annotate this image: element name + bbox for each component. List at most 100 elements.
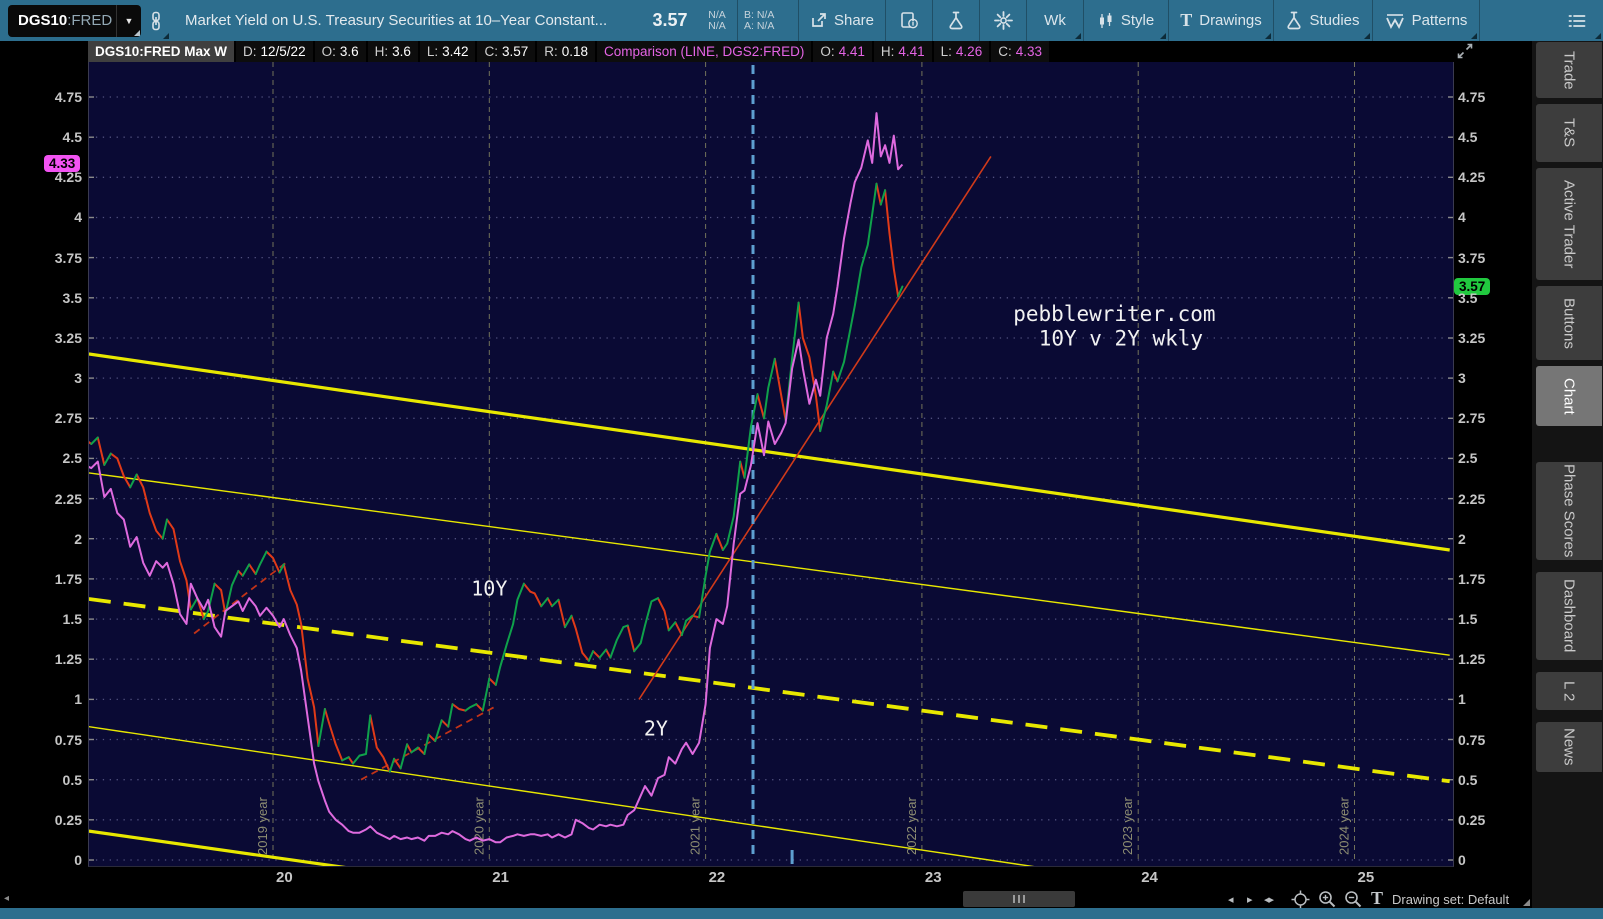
year-gridline-label: 2024 year	[1337, 797, 1352, 855]
trendline-mid-channel-dashed[interactable]	[88, 597, 1450, 784]
candle-style-icon	[1099, 12, 1112, 28]
link-charts-button[interactable]	[141, 0, 171, 41]
ohlc-chip: O: 4.41	[813, 41, 872, 62]
right-sidebar: Trade T&S Active Trader Buttons Chart Phase S…	[1532, 41, 1603, 908]
x-axis-label: 21	[492, 869, 509, 886]
text-tool-icon[interactable]: T	[1371, 888, 1384, 908]
drawings-button[interactable]: T Drawings	[1169, 0, 1273, 41]
pan-left-edge-arrow[interactable]: ◂	[4, 893, 10, 904]
settings-button[interactable]	[980, 0, 1026, 41]
sidebar-tab-trade[interactable]: Trade	[1536, 42, 1602, 98]
trendline-red-rising-trendline[interactable]	[638, 155, 992, 700]
style-button[interactable]: Style	[1084, 0, 1168, 41]
y-axis-label: 1	[74, 691, 82, 708]
patterns-button[interactable]: Patterns	[1373, 0, 1479, 41]
symbol-corner-notch	[134, 29, 140, 36]
sidebar-tab-dashboard[interactable]: Dashboard	[1536, 572, 1602, 660]
window-bottom-edge	[0, 908, 1603, 919]
trendline-lower-channel-thick[interactable]	[88, 829, 378, 874]
ohlc-chip: C: 4.33	[991, 41, 1049, 62]
y-axis-label: 3.25	[54, 329, 82, 346]
trendline-red-dashed-support-2020[interactable]	[360, 704, 499, 781]
ohlc-chip: O: 3.6	[314, 41, 366, 62]
timeframe-button[interactable]: Wk	[1027, 0, 1083, 41]
time-axis-scrollbar[interactable]	[963, 891, 1075, 907]
sidebar-tab-buttons[interactable]: Buttons	[1536, 286, 1602, 360]
series-2y	[77, 112, 904, 844]
trendline-upper-channel-thick[interactable]	[88, 352, 1450, 552]
y-axis-label: 2.5	[1458, 450, 1478, 467]
y-axis-label: 3.75	[1458, 249, 1486, 266]
year-gridline-label: 2022 year	[904, 797, 919, 855]
y-axis-label: 1	[1458, 691, 1466, 708]
menu-list-icon	[1568, 14, 1586, 27]
sidebar-tab-label: News	[1560, 728, 1578, 766]
y-axis-label: 2.75	[1458, 410, 1486, 427]
y-axis-label: 1.5	[62, 611, 82, 628]
y-axis-label: 1.25	[54, 651, 82, 668]
y-axis-label: 3	[1458, 370, 1466, 387]
drawing-set-selector[interactable]: Drawing set: Default	[1392, 892, 1510, 907]
sidebar-tab-chart[interactable]: Chart	[1536, 366, 1602, 426]
chart-annotation: 10Y	[471, 577, 507, 601]
sidebar-tab-label: Chart	[1560, 377, 1578, 415]
chart-annotation: pebblewriter.com	[1013, 302, 1215, 326]
x-axis-label: 23	[924, 869, 942, 886]
chart-title: Market Yield on U.S. Treasury Securities…	[185, 12, 608, 29]
sidebar-tab-l-2[interactable]: L 2	[1536, 672, 1602, 710]
next-arrow-icon[interactable]: ▸	[1247, 894, 1253, 906]
fast-scroll-icon[interactable]: ◂▸	[1264, 894, 1274, 906]
note-info-icon	[900, 12, 918, 29]
y-axis-label: 1.25	[1458, 651, 1486, 668]
x-axis-label: 24	[1141, 869, 1158, 886]
last-price-badge: 3.57	[1454, 277, 1491, 295]
x-axis-label: 20	[276, 869, 293, 886]
series-10y-up	[90, 182, 904, 773]
y-axis-label: 2	[74, 530, 82, 547]
share-icon	[812, 13, 826, 27]
sidebar-tab-label: Phase Scores	[1560, 464, 1578, 558]
prev-arrow-icon[interactable]: ◂	[1228, 894, 1234, 906]
year-gridline-label: 2021 year	[688, 797, 703, 855]
y-axis-label: 4.25	[1458, 169, 1486, 186]
zoom-in-icon[interactable]	[1318, 890, 1337, 909]
price-chart-svg[interactable]: 2019 year 2020 year 2021 year 2022 year 2023…	[77, 62, 1453, 874]
symbol-text: DGS10:FRED	[18, 12, 113, 29]
sidebar-tab-active-trader[interactable]: Active Trader	[1536, 168, 1602, 280]
y-axis-label: 0.25	[54, 811, 82, 828]
y-axis-label: 2	[1458, 530, 1466, 547]
bid-ask-values: B: N/A A: N/A	[744, 8, 775, 32]
flask-icon	[949, 11, 963, 30]
symbol-input[interactable]: DGS10:FRED ▼	[8, 4, 141, 37]
y-axis-label: 2.25	[1458, 490, 1486, 507]
y-axis-label: 0.25	[1458, 811, 1486, 828]
year-gridline-label: 2023 year	[1120, 797, 1135, 855]
toolbar-menu-button[interactable]	[1551, 0, 1603, 41]
analyze-button[interactable]	[933, 0, 979, 41]
crosshair-icon[interactable]	[1291, 890, 1310, 909]
y-axis-label: 4.5	[62, 129, 82, 146]
x-axis-label: 25	[1357, 869, 1375, 886]
trendline-upper-channel-thin[interactable]	[88, 472, 1450, 656]
trendline-lower-channel-thin[interactable]	[88, 726, 1065, 872]
symbol-dropdown-button[interactable]: ▼	[116, 4, 141, 37]
y-axis-label: 0.75	[54, 731, 82, 748]
sidebar-tab-news[interactable]: News	[1536, 722, 1602, 772]
zoom-out-icon[interactable]	[1344, 890, 1363, 909]
share-button[interactable]: Share	[799, 0, 885, 41]
y-axis-label: 0.75	[1458, 731, 1486, 748]
trendline-red-dashed-support-2019[interactable]	[193, 562, 287, 635]
studies-button[interactable]: Studies	[1274, 0, 1372, 41]
comparison-chip: Comparison (LINE, DGS2:FRED)	[597, 41, 812, 62]
chart-expand-icon[interactable]	[1456, 42, 1474, 60]
y-axis-label: 1.75	[54, 570, 82, 587]
comparison-price-badge: 4.33	[44, 155, 81, 173]
price-chart-area[interactable]: 2019 year 2020 year 2021 year 2022 year 2023…	[77, 62, 1454, 874]
ohlc-chip: R: 0.18	[537, 41, 596, 62]
y-axis-label: 4.25	[54, 169, 82, 186]
sidebar-tab-t-s[interactable]: T&S	[1536, 104, 1602, 162]
chart-annotation: 2Y	[644, 716, 668, 740]
sidebar-tab-phase-scores[interactable]: Phase Scores	[1536, 462, 1602, 560]
onnote-button[interactable]	[886, 0, 932, 41]
ohlc-chip: C: 3.57	[477, 41, 536, 62]
